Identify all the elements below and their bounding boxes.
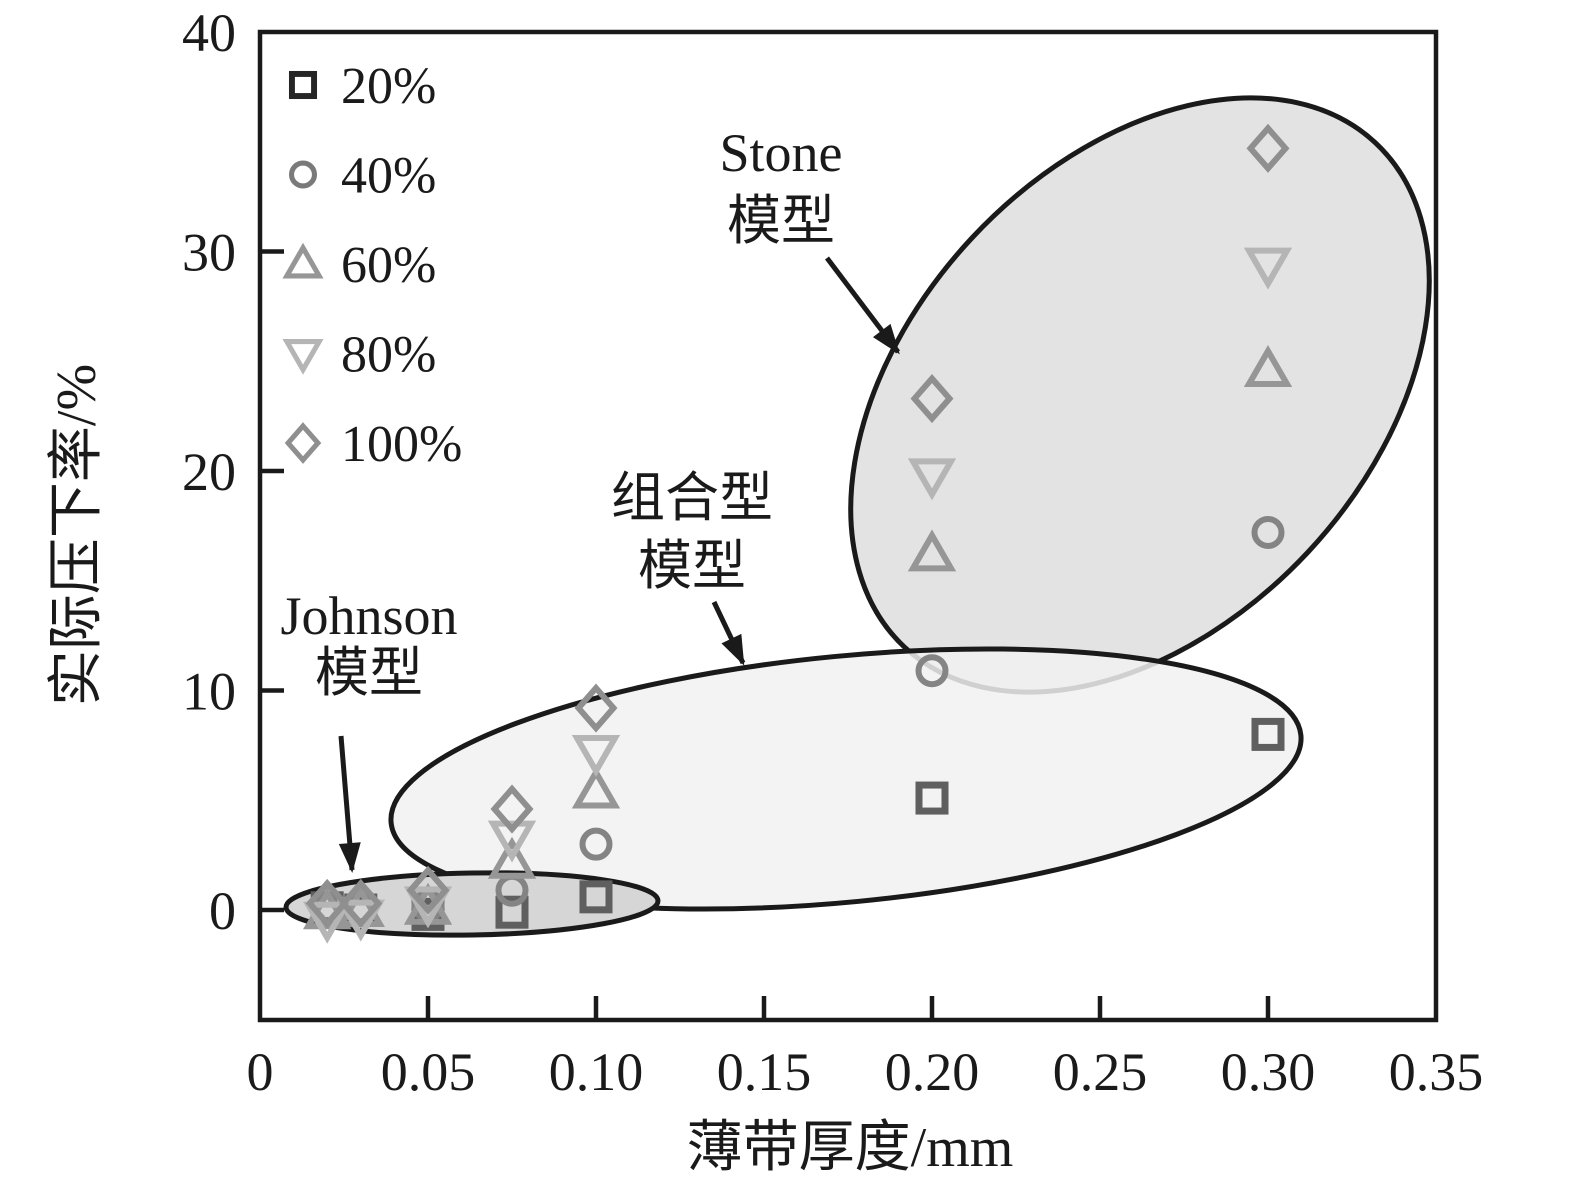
marker-triangle-down-x0.02: [303, 901, 352, 944]
marker-triangle-down-x0.05: [403, 886, 453, 929]
legend-icon-diamond: [284, 422, 322, 464]
legend-label-20%: 20%: [341, 58, 436, 115]
marker-diamond-x0.03: [339, 878, 383, 928]
combined-model-label-line2: 模型: [638, 536, 746, 596]
marker-diamond-x0.1: [574, 683, 618, 733]
marker-triangle-down-x0.3: [1243, 247, 1293, 290]
marker-triangle-down-x0.2: [907, 458, 957, 501]
stone-model-ellipse: [848, 95, 1432, 695]
marker-square-x0.3: [1251, 717, 1285, 751]
marker-triangle-down-x0.1: [571, 734, 621, 777]
legend-icon-triangle-up: [282, 242, 324, 279]
marker-diamond-x0.02: [305, 878, 349, 928]
x-tick-label-0.20: 0.20: [885, 1042, 980, 1102]
stone-model-label-line2: 模型: [727, 191, 835, 251]
y-tick-label-20: 20: [182, 442, 236, 502]
marker-triangle-up-x0.2: [907, 529, 957, 572]
marker-square-x0.1: [579, 880, 613, 914]
johnson-model-label-arrow: [338, 735, 361, 873]
axis-ticks: [260, 249, 1271, 1020]
legend: 20% 40% 60% 80% 100%: [282, 58, 462, 473]
legend-icon-triangle-down: [282, 339, 324, 375]
marker-diamond-x0.3: [1246, 123, 1290, 173]
combined-model-label-arrow: [711, 600, 746, 666]
y-tick-label-0: 0: [209, 881, 236, 941]
combined-model-ellipse: [388, 646, 1304, 912]
marker-circle-x0.3: [1251, 515, 1285, 549]
marker-diamond-x0.05: [406, 865, 450, 915]
marker-square-x0.075: [495, 895, 529, 929]
x-tick-label-0: 0: [247, 1042, 274, 1102]
marker-diamond-x0.2: [910, 374, 954, 424]
x-tick-label-0.25: 0.25: [1053, 1042, 1148, 1102]
y-tick-label-10: 10: [182, 662, 236, 722]
legend-label-40%: 40%: [341, 148, 436, 205]
x-tick-label-0.35: 0.35: [1389, 1042, 1484, 1102]
marker-triangle-down-x0.03: [336, 899, 385, 942]
y-tick-label-30: 30: [182, 223, 236, 283]
legend-icon-circle: [288, 160, 318, 189]
marker-circle-x0.1: [579, 827, 613, 861]
legend-label-60%: 60%: [341, 237, 436, 294]
marker-diamond-x0.075: [490, 784, 534, 834]
axis-tick-labels: 0 0.05 0.10 0.15 0.20 0.25 0.30 0.35 0 10 20 30 40: [182, 3, 1483, 1102]
marker-triangle-down-x0.075: [487, 820, 537, 863]
legend-icon-square: [288, 70, 318, 100]
legend-label-100%: 100%: [341, 416, 462, 473]
data-points: [303, 123, 1293, 944]
stone-model-label-arrow: [825, 256, 900, 355]
johnson-model-label-line2: 模型: [315, 643, 423, 703]
y-tick-label-40: 40: [182, 3, 236, 63]
x-tick-label-0.30: 0.30: [1221, 1042, 1316, 1102]
marker-circle-x0.2: [915, 654, 949, 688]
x-tick-label-0.05: 0.05: [381, 1042, 476, 1102]
marker-triangle-up-x0.075: [487, 836, 537, 879]
combined-model-label-line1: 组合型: [611, 468, 773, 528]
stone-model-label-line1: Stone: [719, 123, 842, 183]
legend-label-80%: 80%: [341, 327, 436, 384]
x-tick-label-0.10: 0.10: [549, 1042, 644, 1102]
x-tick-label-0.15: 0.15: [717, 1042, 812, 1102]
marker-triangle-up-x0.3: [1243, 345, 1293, 388]
y-axis-title: 实际压下率/%: [46, 364, 108, 706]
plot-border: [257, 29, 1439, 1023]
johnson-model-label-line1: Johnson: [280, 586, 457, 646]
marker-triangle-up-x0.1: [571, 766, 621, 809]
x-axis-title: 薄带厚度/mm: [687, 1117, 1014, 1179]
marker-square-x0.2: [915, 781, 949, 815]
model-group-ellipses: [283, 95, 1432, 938]
